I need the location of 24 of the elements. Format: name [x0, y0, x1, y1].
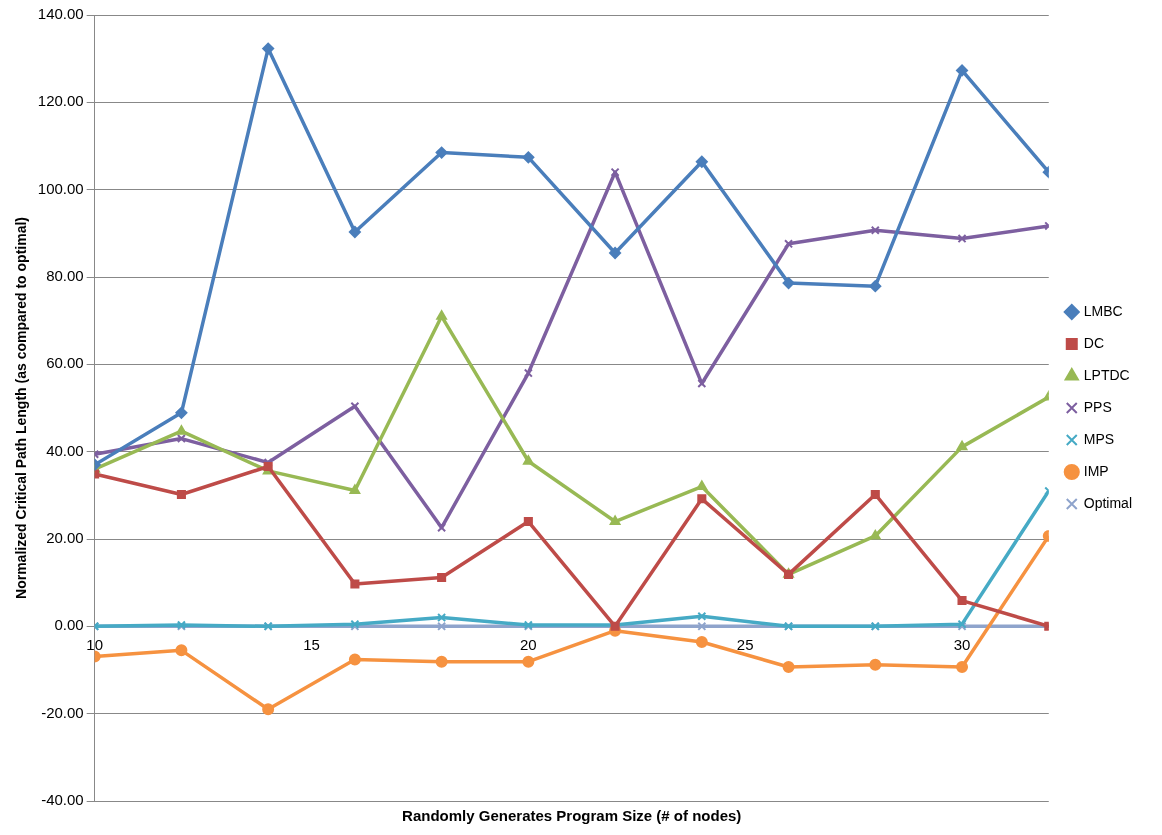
y-tick-label: 60.00 — [46, 354, 84, 372]
legend-label: LPTDC — [1083, 366, 1130, 383]
y-tick-label: 140.00 — [37, 5, 84, 23]
legend-label: PPS — [1083, 398, 1112, 415]
legend-label: DC — [1083, 334, 1104, 351]
x-tick-label: 25 — [736, 636, 754, 654]
x-tick-label: 10 — [86, 636, 104, 654]
y-tick-label: 40.00 — [46, 441, 84, 459]
x-axis-title: Randomly Generates Program Size (# of nodes) — [402, 806, 742, 824]
legend-label: MPS — [1083, 430, 1115, 447]
y-tick-label: 100.00 — [37, 179, 84, 197]
y-axis-title: Normalized Critical Path Length (as compared to optimal) — [13, 217, 30, 599]
legend-label: LMBC — [1083, 302, 1123, 319]
y-tick-label: -40.00 — [41, 791, 84, 809]
y-tick-label: 120.00 — [37, 92, 84, 110]
x-tick-label: 15 — [303, 636, 320, 654]
y-tick-label: 80.00 — [46, 267, 84, 285]
y-tick-label: -20.00 — [41, 703, 84, 721]
legend-label: Optimal — [1083, 494, 1132, 511]
y-tick-label: 0.00 — [54, 616, 84, 634]
legend-label: IMP — [1083, 462, 1109, 479]
y-tick-label: 20.00 — [46, 529, 84, 547]
x-tick-label: 30 — [953, 636, 971, 654]
x-tick-label: 20 — [520, 636, 537, 654]
